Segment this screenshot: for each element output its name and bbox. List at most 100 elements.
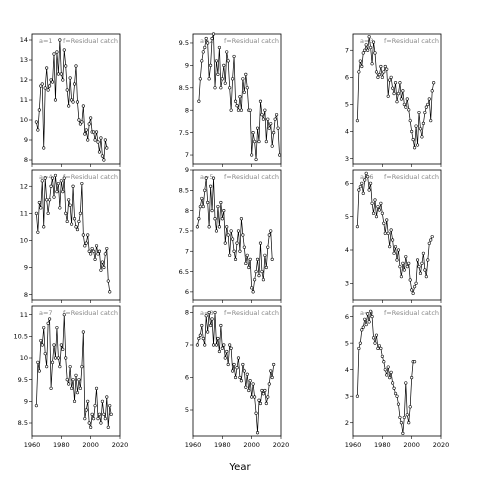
panel-label-fleet: f=Residual catch bbox=[384, 37, 439, 45]
data-point bbox=[100, 154, 104, 158]
y-tick-label: 11 bbox=[20, 311, 28, 319]
data-point bbox=[214, 229, 219, 233]
y-tick-label: 11 bbox=[20, 96, 28, 104]
series-line bbox=[357, 36, 435, 148]
panel-label-age: a=1 bbox=[39, 37, 53, 45]
data-point bbox=[198, 333, 202, 337]
data-point bbox=[257, 140, 261, 144]
data-point bbox=[248, 379, 252, 383]
data-point bbox=[369, 309, 373, 313]
data-point bbox=[391, 238, 395, 242]
data-point bbox=[396, 248, 401, 252]
data-point bbox=[36, 230, 40, 234]
data-point bbox=[399, 275, 403, 279]
data-point bbox=[222, 343, 226, 347]
y-tick-label: 10 bbox=[20, 237, 28, 245]
data-point bbox=[415, 258, 420, 262]
y-tick-label: 9 bbox=[24, 264, 28, 272]
data-point bbox=[90, 412, 94, 416]
data-point bbox=[220, 346, 224, 350]
data-point bbox=[245, 253, 249, 257]
y-tick-label: 7 bbox=[345, 46, 349, 54]
y-tick-label: 12 bbox=[20, 182, 28, 190]
data-point bbox=[402, 268, 406, 272]
data-point bbox=[241, 77, 245, 81]
y-tick-label: 8 bbox=[185, 106, 189, 114]
data-point bbox=[364, 322, 368, 327]
data-point bbox=[405, 97, 409, 101]
data-point bbox=[376, 205, 380, 209]
data-point bbox=[364, 43, 368, 47]
data-point bbox=[93, 138, 97, 142]
data-point bbox=[236, 356, 241, 360]
data-point bbox=[273, 117, 277, 121]
data-point bbox=[97, 150, 102, 154]
y-tick-label: 3 bbox=[345, 155, 349, 163]
data-point bbox=[48, 198, 52, 202]
data-point bbox=[232, 249, 236, 253]
data-point bbox=[424, 275, 428, 279]
data-point bbox=[43, 352, 47, 356]
data-point bbox=[389, 228, 393, 232]
data-point bbox=[254, 157, 258, 162]
data-point bbox=[219, 200, 223, 205]
data-point bbox=[242, 369, 246, 373]
data-point bbox=[386, 231, 390, 235]
data-point bbox=[83, 132, 87, 136]
data-point bbox=[405, 265, 409, 269]
data-point bbox=[71, 378, 75, 382]
data-point bbox=[71, 100, 75, 104]
data-point bbox=[75, 391, 80, 395]
data-point bbox=[255, 126, 260, 130]
data-point bbox=[248, 108, 252, 112]
data-point bbox=[235, 241, 239, 245]
data-point bbox=[94, 130, 99, 134]
data-point bbox=[105, 146, 109, 150]
y-tick-label: 7 bbox=[185, 151, 189, 159]
data-point bbox=[34, 120, 38, 124]
data-point bbox=[370, 201, 374, 205]
data-point bbox=[94, 386, 99, 390]
data-point bbox=[80, 365, 84, 369]
data-point bbox=[429, 119, 433, 123]
data-point bbox=[389, 75, 393, 79]
data-point bbox=[59, 179, 63, 183]
data-point bbox=[46, 211, 50, 215]
data-point bbox=[426, 102, 430, 106]
data-point bbox=[383, 231, 387, 235]
data-point bbox=[81, 233, 85, 237]
data-point bbox=[93, 257, 97, 261]
data-point bbox=[200, 196, 204, 201]
data-point bbox=[360, 328, 364, 332]
data-point bbox=[48, 317, 52, 321]
data-point bbox=[72, 82, 77, 86]
data-point bbox=[219, 323, 223, 328]
data-point bbox=[389, 370, 393, 374]
data-point bbox=[388, 78, 392, 82]
data-point bbox=[267, 126, 271, 130]
data-point bbox=[405, 413, 409, 417]
data-point bbox=[70, 98, 74, 102]
data-point bbox=[401, 261, 405, 265]
data-point bbox=[245, 86, 249, 90]
data-point bbox=[376, 346, 380, 351]
x-tick-label: 2020 bbox=[112, 441, 129, 449]
data-point bbox=[77, 219, 81, 224]
data-point bbox=[52, 343, 56, 347]
data-point bbox=[80, 181, 84, 186]
data-point bbox=[225, 50, 229, 54]
data-point bbox=[70, 222, 74, 226]
data-point bbox=[83, 417, 87, 421]
panel-label-fleet: f=Residual catch bbox=[224, 173, 279, 181]
data-point bbox=[42, 326, 46, 330]
data-point bbox=[45, 198, 49, 202]
x-tick-label: 1960 bbox=[24, 441, 41, 449]
data-point bbox=[377, 344, 381, 348]
panel-label-fleet: f=Residual catch bbox=[384, 309, 439, 317]
data-point bbox=[413, 285, 417, 289]
data-point bbox=[250, 395, 254, 399]
data-point bbox=[62, 313, 66, 317]
data-point bbox=[417, 265, 421, 269]
data-point bbox=[203, 343, 207, 347]
